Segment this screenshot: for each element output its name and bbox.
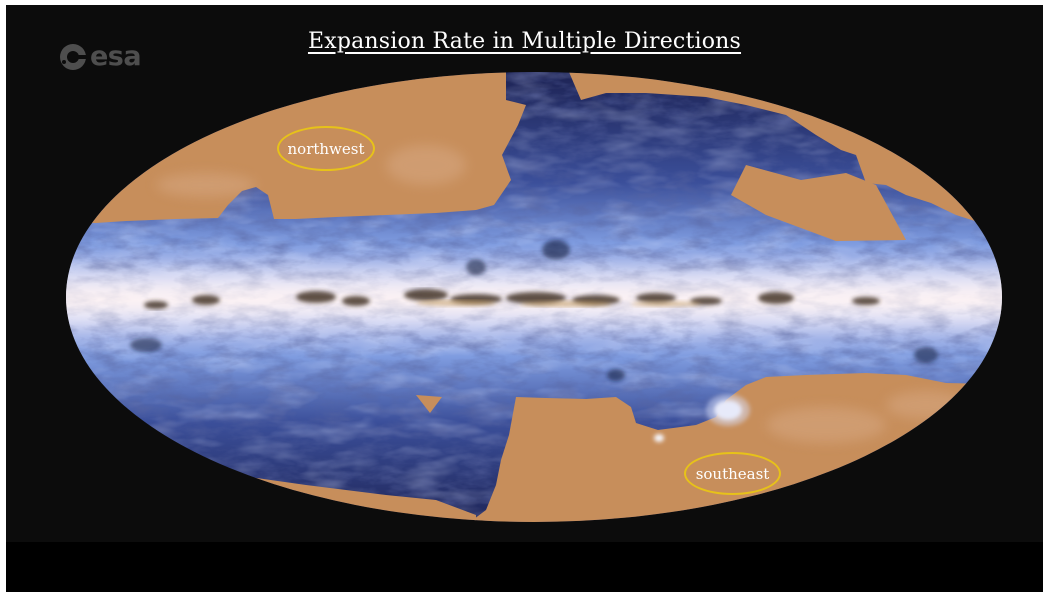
all-sky-map [66, 72, 1002, 522]
slide-frame: esa Expansion Rate in Multiple Direction… [6, 5, 1043, 592]
slide-title: Expansion Rate in Multiple Directions [307, 29, 742, 54]
southeast-label: southeast [684, 452, 781, 495]
northwest-label: northwest [277, 126, 375, 171]
esa-logo-icon [60, 44, 87, 70]
esa-logo: esa [58, 41, 142, 73]
letterbox-bar [6, 542, 1043, 592]
esa-logo-text: esa [90, 41, 142, 72]
